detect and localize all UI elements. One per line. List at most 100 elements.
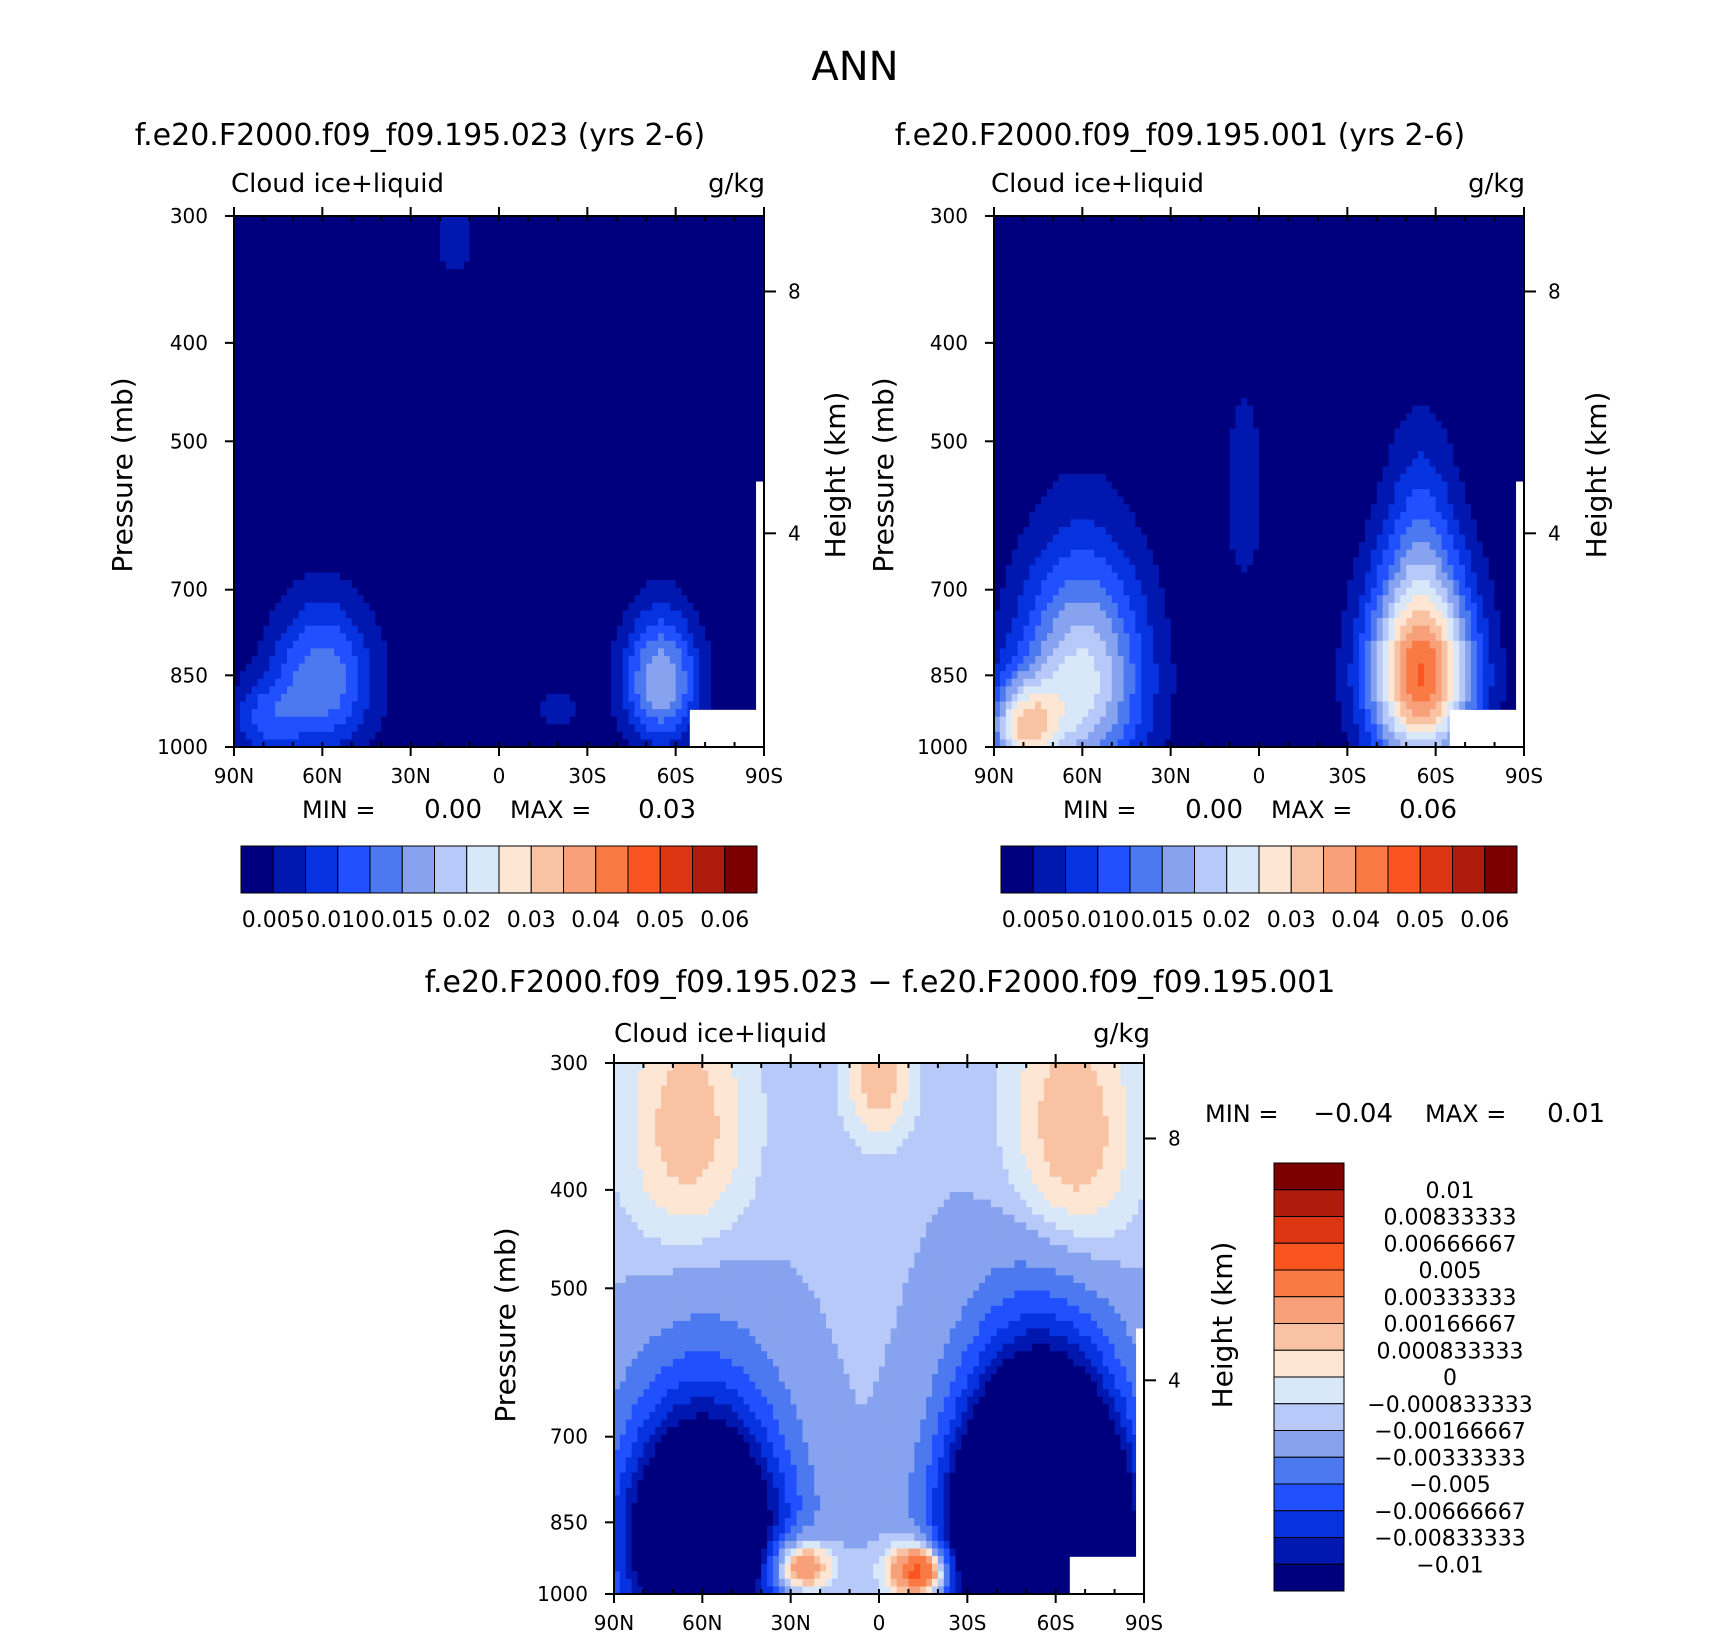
contour-cell	[622, 519, 630, 528]
contour-cell	[581, 549, 588, 558]
contour-cell	[434, 564, 441, 574]
contour-cell	[557, 610, 565, 619]
contour-cell	[510, 686, 518, 695]
contour-cell	[557, 314, 565, 323]
contour-cell	[587, 435, 594, 445]
contour-cell	[622, 572, 630, 581]
contour-cell	[410, 671, 418, 680]
contour-cell	[563, 519, 571, 528]
contour-cell	[493, 678, 500, 687]
contour-cell	[363, 435, 371, 445]
contour-cell	[622, 435, 630, 445]
contour-cell	[298, 489, 306, 498]
contour-cell	[298, 231, 306, 240]
contour-cell	[622, 344, 630, 354]
contour-cell	[363, 223, 371, 232]
contour-cell	[534, 511, 541, 521]
contour-cell	[581, 238, 588, 247]
contour-cell	[328, 511, 335, 521]
contour-cell	[504, 390, 512, 399]
contour-cell	[363, 284, 371, 293]
contour-cell	[298, 739, 306, 747]
contour-cell	[292, 231, 300, 240]
contour-cell	[593, 557, 600, 566]
contour-cell	[434, 413, 441, 422]
contour-cell	[263, 633, 270, 642]
contour-cell	[304, 246, 312, 255]
contour-cell	[634, 542, 641, 551]
contour-cell	[634, 709, 641, 718]
contour-cell	[552, 671, 559, 680]
contour-cell	[351, 587, 359, 596]
contour-cell	[451, 671, 459, 680]
contour-cell	[446, 322, 453, 331]
contour-cell	[334, 701, 341, 710]
contour-cell	[469, 580, 477, 589]
contour-cell	[298, 504, 306, 513]
contour-cell	[245, 428, 253, 437]
contour-cell	[634, 360, 641, 369]
contour-cell	[481, 246, 488, 255]
contour-cell	[646, 360, 653, 369]
contour-cell	[292, 238, 300, 247]
contour-cell	[610, 640, 618, 649]
contour-cell	[428, 489, 435, 498]
contour-cell	[369, 223, 376, 232]
contour-cell	[340, 542, 347, 551]
contour-cell	[239, 557, 247, 566]
contour-cell	[593, 398, 600, 407]
contour-cell	[528, 269, 535, 278]
contour-cell	[534, 701, 541, 710]
contour-cell	[605, 519, 612, 528]
contour-cell	[369, 284, 376, 293]
contour-cell	[239, 246, 247, 255]
contour-cell	[634, 625, 641, 634]
contour-cell	[646, 686, 653, 695]
contour-cell	[275, 618, 282, 627]
contour-cell	[446, 307, 453, 316]
contour-cell	[569, 671, 577, 680]
contour-cell	[393, 542, 400, 551]
contour-cell	[410, 307, 418, 316]
contour-cell	[287, 405, 294, 414]
contour-cell	[475, 549, 482, 558]
contour-cell	[398, 640, 406, 649]
contour-cell	[469, 261, 477, 270]
contour-cell	[522, 428, 530, 437]
contour-cell	[575, 291, 583, 301]
contour-cell	[628, 360, 636, 369]
contour-cell	[275, 405, 282, 414]
contour-cell	[599, 511, 606, 521]
contour-cell	[263, 519, 270, 528]
contour-cell	[593, 602, 600, 612]
contour-cell	[504, 435, 512, 445]
contour-cell	[381, 731, 388, 741]
contour-cell	[251, 231, 259, 240]
contour-cell	[504, 420, 512, 429]
contour-cell	[469, 572, 477, 581]
contour-cell	[422, 564, 429, 574]
contour-cell	[428, 701, 435, 710]
contour-cell	[646, 633, 653, 642]
contour-cell	[381, 435, 388, 445]
contour-cell	[463, 344, 471, 354]
contour-cell	[251, 269, 259, 278]
contour-cell	[269, 435, 276, 445]
contour-cell	[275, 625, 282, 634]
contour-cell	[463, 420, 471, 429]
contour-cell	[581, 724, 588, 733]
contour-cell	[428, 329, 435, 338]
contour-cell	[540, 473, 547, 483]
contour-cell	[475, 269, 482, 278]
contour-cell	[499, 671, 506, 680]
contour-cell	[628, 678, 636, 687]
contour-cell	[340, 595, 347, 604]
contour-cell	[404, 633, 412, 642]
contour-cell	[593, 739, 600, 747]
contour-cell	[322, 375, 329, 384]
contour-cell	[416, 542, 424, 551]
contour-cell	[640, 367, 647, 376]
contour-cell	[610, 489, 618, 498]
contour-cell	[334, 405, 341, 414]
contour-cell	[322, 671, 329, 680]
